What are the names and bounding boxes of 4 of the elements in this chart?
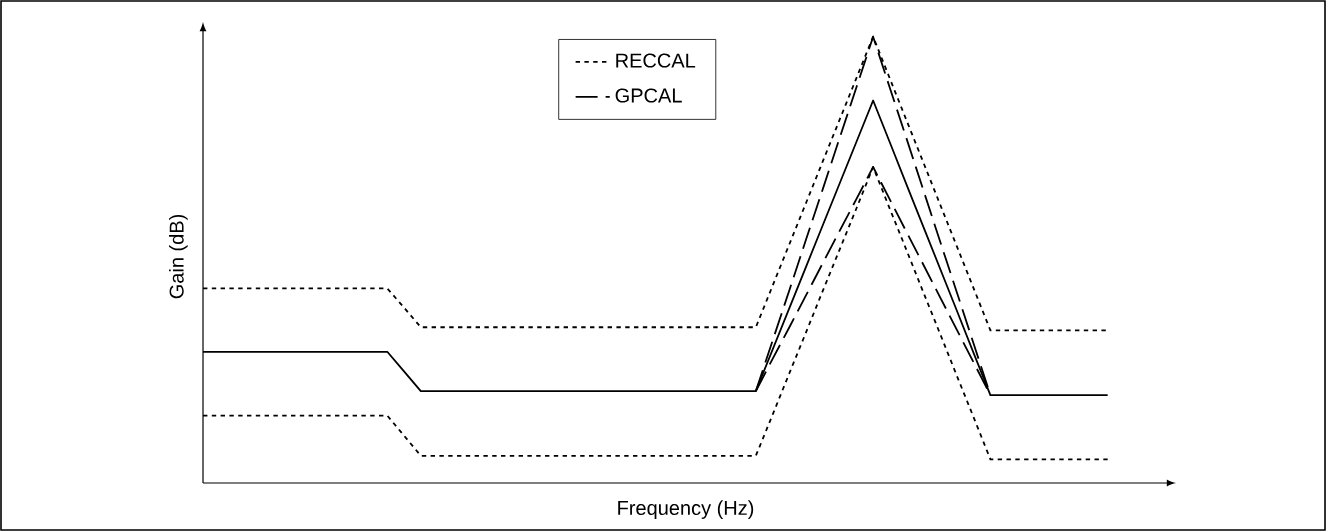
legend-label: GPCAL — [615, 88, 682, 103]
legend-label: RECCAL — [616, 53, 696, 68]
x-axis-title: Frequency (Hz) — [618, 500, 754, 519]
y-axis-title: Gain (dB) — [169, 214, 188, 299]
